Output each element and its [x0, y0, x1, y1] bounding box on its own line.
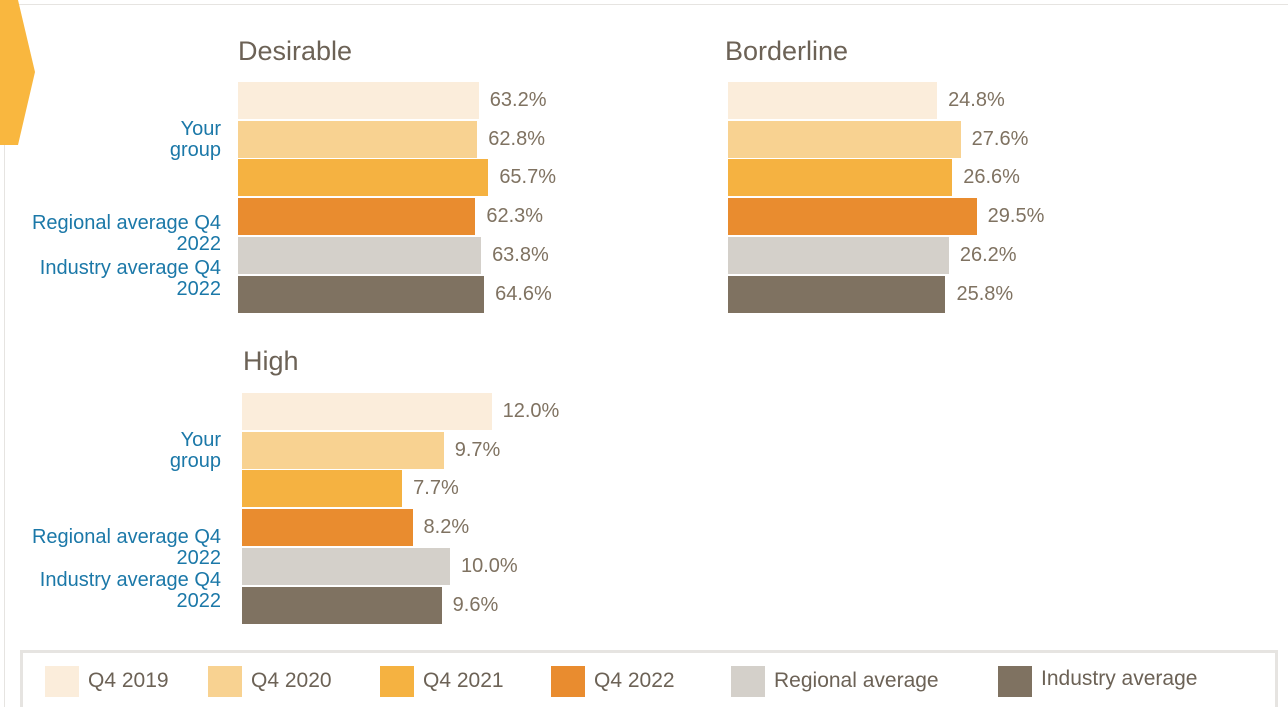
group-label: Regional average Q4 2022 [31, 212, 221, 255]
value-label: 9.7% [454, 438, 501, 461]
chart-title: High [243, 346, 299, 376]
tab-arrow [0, 0, 35, 145]
group-label: Your group [169, 118, 221, 161]
legend-label: Regional average [774, 669, 939, 692]
bar [242, 470, 403, 508]
bar [238, 198, 476, 236]
bar [238, 159, 489, 197]
legend-swatch [998, 666, 1032, 697]
value-label: 25.8% [956, 282, 1014, 305]
bar [728, 198, 977, 236]
legend-swatch [551, 666, 585, 697]
legend-label: Q4 2022 [594, 669, 675, 692]
bar [242, 431, 444, 469]
bar [238, 82, 479, 119]
group-label: Regional average Q4 2022 [31, 526, 221, 569]
group-label: Industry average Q4 2022 [39, 257, 221, 300]
bar [242, 547, 450, 585]
chart-title: Desirable [238, 36, 353, 66]
legend-swatch [380, 666, 414, 697]
value-label: 10.0% [461, 554, 518, 577]
bar [238, 275, 485, 313]
value-label: 29.5% [987, 205, 1045, 228]
legend-swatch [45, 666, 79, 697]
bar [728, 159, 953, 197]
frame [4, 4, 1288, 707]
bar [242, 393, 492, 430]
value-label: 26.2% [959, 243, 1017, 266]
legend-label: Industry average [1041, 667, 1198, 690]
bar [238, 120, 478, 158]
value-label: 63.8% [492, 243, 549, 266]
value-label: 12.0% [502, 400, 560, 422]
value-label: 7.7% [413, 477, 459, 500]
bar [728, 82, 938, 119]
value-label: 24.8% [948, 89, 1005, 111]
value-label: 27.6% [971, 127, 1029, 150]
legend-label: Q4 2020 [251, 669, 332, 692]
bar [238, 236, 482, 274]
bar [242, 509, 413, 547]
bar [728, 120, 961, 158]
group-label: Industry average Q4 2022 [39, 569, 221, 612]
legend: Q4 2019 Q4 2020 Q4 2021 Q4 2022 Regional ave… [20, 650, 1278, 707]
group-label: Your group [169, 429, 221, 472]
bar [242, 586, 442, 624]
bar [728, 275, 946, 313]
value-label: 62.8% [488, 127, 545, 150]
value-label: 64.6% [495, 282, 552, 305]
legend-swatch [208, 666, 242, 697]
value-label: 62.3% [486, 205, 544, 228]
value-label: 65.7% [499, 166, 557, 189]
value-label: 63.2% [489, 89, 547, 111]
legend-swatch [731, 666, 765, 697]
value-label: 8.2% [423, 516, 470, 539]
arrow-shape [0, 0, 35, 145]
value-label: 9.6% [452, 593, 499, 616]
legend-label: Q4 2019 [88, 669, 169, 692]
legend-label: Q4 2021 [423, 669, 504, 692]
bar [728, 236, 949, 274]
chart-title: Borderline [725, 36, 849, 66]
value-label: 26.6% [963, 166, 1020, 189]
